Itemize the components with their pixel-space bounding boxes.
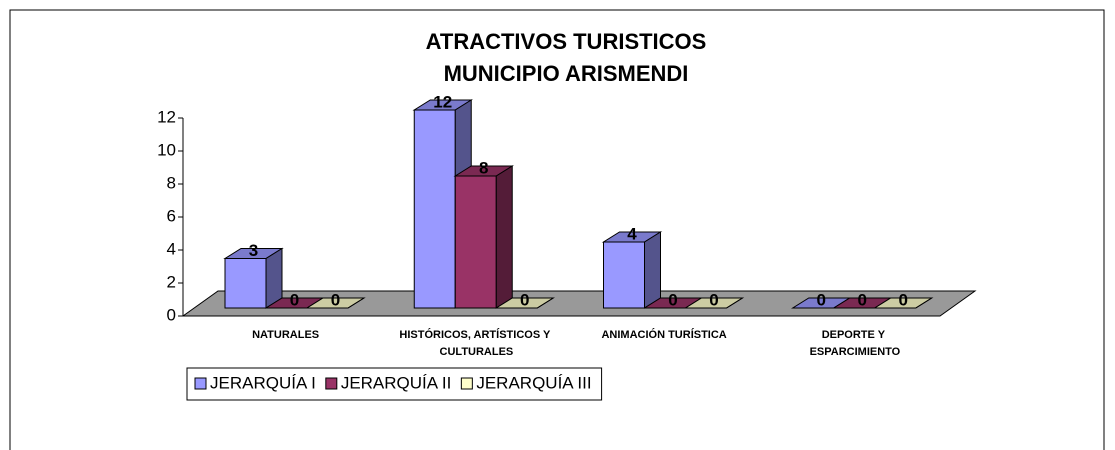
legend-label: JERARQUÍA III	[476, 373, 591, 392]
y-tick-label: 2	[167, 272, 176, 291]
legend-swatch	[325, 377, 338, 390]
bar-front	[454, 175, 497, 309]
x-tick-label: DEPORTE Y ESPARCIMIENTO	[807, 329, 901, 358]
value-label: 12	[433, 92, 452, 111]
chart-title: ATRACTIVOS TURISTICOS	[426, 29, 707, 54]
bar-side	[536, 297, 554, 309]
bar-front	[224, 258, 267, 309]
legend-label: JERARQUÍA I	[210, 373, 316, 392]
bar	[305, 297, 366, 309]
y-tick-label: 12	[157, 107, 176, 126]
value-label: 0	[858, 290, 867, 309]
bar	[453, 165, 514, 309]
y-tick-label: 6	[167, 206, 176, 225]
bar	[494, 297, 555, 309]
bar-front	[603, 241, 645, 309]
value-label: 8	[479, 158, 488, 177]
y-tick-label: 8	[167, 173, 176, 192]
y-tick-label: 10	[157, 140, 176, 159]
legend-swatch	[460, 377, 473, 390]
value-label: 0	[331, 290, 340, 309]
value-label: 0	[520, 290, 529, 309]
bar-front	[413, 109, 456, 309]
x-tick-label: NATURALES	[252, 329, 319, 341]
bar	[873, 297, 934, 309]
floor	[181, 290, 977, 317]
y-tick-label: 0	[167, 305, 176, 324]
value-label: 0	[899, 290, 908, 309]
value-label: 3	[249, 241, 258, 260]
x-tick-label: HISTÓRICOS, ARTÍSTICOS Y CULTURALES	[399, 328, 551, 358]
legend-label: JERARQUÍA II	[341, 373, 452, 392]
bar	[223, 247, 284, 309]
x-tick-label: ANIMACIÓN TURÍSTICA	[601, 328, 726, 341]
value-label: 0	[668, 290, 677, 309]
bar-side	[644, 231, 661, 309]
value-label: 0	[817, 290, 826, 309]
bar-side	[347, 297, 365, 309]
legend-swatch	[194, 377, 207, 390]
chart-frame	[9, 9, 1105, 450]
value-label: 4	[627, 224, 637, 243]
legend	[186, 367, 603, 401]
value-label: 0	[709, 290, 718, 309]
bar	[683, 297, 745, 309]
bar-side	[495, 165, 513, 309]
bar-side	[915, 297, 933, 309]
bar-side	[726, 297, 743, 309]
chart-title: MUNICIPIO ARISMENDI	[444, 61, 689, 86]
value-label: 0	[290, 290, 299, 309]
y-tick-label: 4	[167, 239, 176, 258]
